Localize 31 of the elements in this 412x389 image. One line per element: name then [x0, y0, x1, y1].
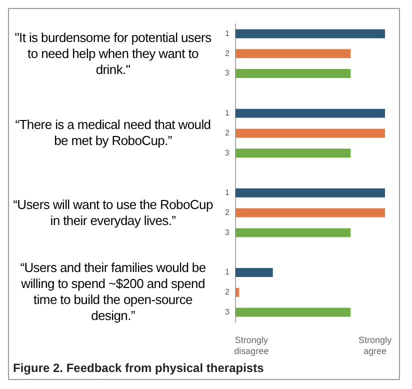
text: Strongly disagree — [233, 335, 270, 357]
y-tick-label: 2 — [224, 128, 230, 138]
bar — [235, 69, 351, 78]
y-tick-label: 3 — [224, 228, 230, 237]
y-tick-label: 1 — [224, 188, 230, 198]
y-tick-label: 1 — [224, 28, 230, 38]
text: “Users will want to use the RoboCup in their everyday lives.” — [13, 196, 213, 229]
y-tick-label: 3 — [224, 68, 230, 78]
text: “Users and their families would be willing to spend ~$200 and spend time to build the open-source design.” — [19, 260, 207, 324]
y-tick-label: 2 — [224, 48, 230, 58]
bar — [235, 228, 351, 238]
bar — [235, 108, 385, 118]
bar — [235, 148, 351, 158]
bar — [235, 49, 351, 58]
bar — [235, 308, 351, 317]
y-tick-label: 3 — [224, 307, 230, 316]
bar — [235, 288, 240, 297]
text: "It is burdensome for potential users to need help when they want to drink." — [14, 30, 212, 78]
y-tick-label: 2 — [224, 288, 230, 297]
bar — [235, 268, 273, 277]
caption: Figure 2. Feedback from physical therapists — [13, 361, 265, 375]
y-tick-label: 1 — [224, 108, 230, 118]
bar — [235, 128, 385, 138]
y-tick-label: 3 — [224, 148, 230, 158]
bar — [235, 208, 385, 218]
y-tick-label: 2 — [224, 208, 230, 217]
bar — [235, 188, 385, 198]
y-tick-label: 1 — [224, 268, 230, 277]
text: Strongly agree — [357, 335, 393, 357]
bar — [235, 29, 385, 38]
text: “There is a medical need that would be met by RoboCup.” — [14, 117, 212, 150]
